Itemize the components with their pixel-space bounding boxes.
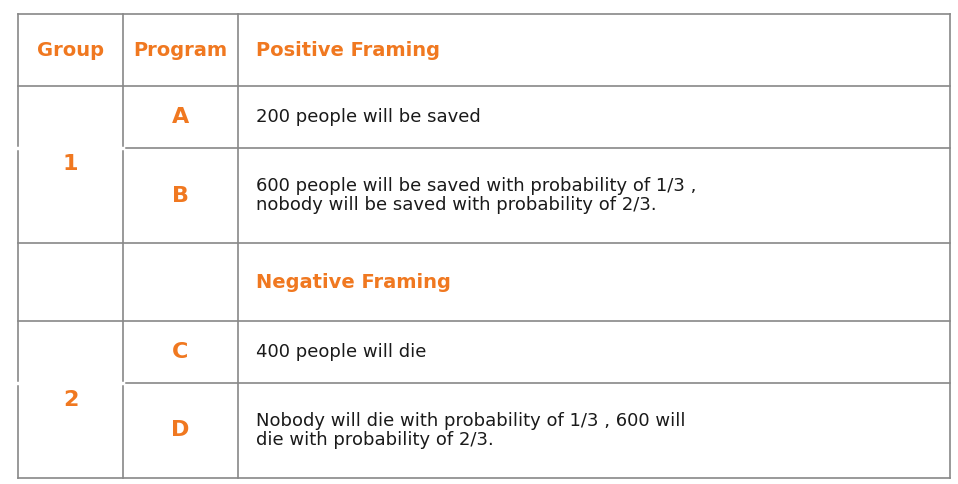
Text: B: B: [172, 185, 189, 206]
Text: Group: Group: [37, 41, 104, 60]
Text: A: A: [171, 107, 189, 127]
Text: 400 people will die: 400 people will die: [256, 343, 426, 361]
Text: 1: 1: [63, 154, 79, 175]
Text: 200 people will be saved: 200 people will be saved: [256, 108, 481, 126]
Text: Nobody will die with probability of 1/3 , 600 will: Nobody will die with probability of 1/3 …: [256, 412, 686, 430]
Text: Program: Program: [133, 41, 228, 60]
Text: Positive Framing: Positive Framing: [256, 41, 440, 60]
Text: 2: 2: [63, 390, 79, 409]
Text: D: D: [171, 421, 190, 440]
Text: C: C: [172, 342, 189, 362]
Text: die with probability of 2/3.: die with probability of 2/3.: [256, 431, 493, 449]
Text: Negative Framing: Negative Framing: [256, 272, 451, 291]
Text: nobody will be saved with probability of 2/3.: nobody will be saved with probability of…: [256, 196, 656, 214]
Text: 600 people will be saved with probability of 1/3 ,: 600 people will be saved with probabilit…: [256, 177, 696, 195]
